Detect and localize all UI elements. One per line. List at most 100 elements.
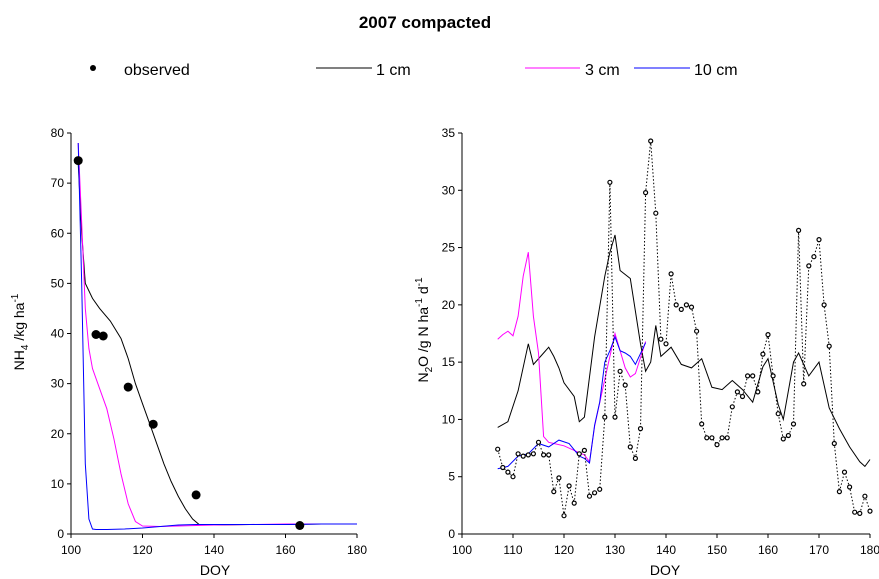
nh4-y-tick-label: 0 [57, 527, 64, 541]
n2o-observed-point [581, 447, 588, 453]
n2o-observed-point [775, 411, 781, 417]
n2o-x-tick-label: 180 [860, 543, 879, 557]
n2o-observed-point [637, 426, 644, 432]
nh4-x-tick-label: 180 [347, 543, 367, 557]
n2o-observed-point [801, 381, 807, 387]
n2o-observed-point [790, 421, 797, 427]
n2o-observed-point [495, 446, 501, 452]
n2o-y-tick-label: 20 [442, 298, 456, 312]
n2o-observed-point [571, 500, 577, 506]
n2o-observed-point [831, 440, 837, 447]
n2o-observed-point [658, 336, 664, 342]
n2o-observed-point [627, 444, 633, 450]
n2o-observed-point [724, 435, 730, 441]
n2o-observed-point [505, 469, 511, 475]
n2o-observed-point [719, 435, 725, 441]
n2o-observed-point [683, 302, 690, 308]
legend-observed-label: observed [124, 62, 190, 79]
n2o-x-tick-label: 100 [452, 543, 472, 557]
chart-title: 2007 compacted [359, 13, 491, 32]
n2o-series-1cm [497, 234, 871, 468]
n2o-observed-point [576, 451, 582, 457]
legend: observed 1 cm 3 cm 10 cm [90, 62, 738, 79]
n2o-y-tick-label: 0 [448, 527, 455, 541]
n2o-observed-point [668, 271, 674, 277]
n2o-observed-point [556, 475, 562, 481]
n2o-observed-point [622, 382, 628, 388]
n2o-observed-point [704, 435, 710, 441]
n2o-observed-point [510, 474, 516, 480]
n2o-observed-point [755, 389, 761, 395]
nh4-observed-point [123, 382, 133, 392]
n2o-observed-point [714, 442, 720, 448]
n2o-observed-point [734, 389, 741, 395]
n2o-observed-point [648, 138, 654, 144]
n2o-y-tick-label: 30 [442, 183, 456, 197]
nh4-y-axis-label: NH4 /kg ha-1 [10, 293, 31, 370]
n2o-observed-point [612, 414, 618, 420]
n2o-x-tick-label: 170 [809, 543, 829, 557]
nh4-x-tick-label: 120 [132, 543, 152, 557]
nh4-x-tick-label: 160 [275, 543, 295, 557]
n2o-chart: DOY N2O /g N ha-1 d-1 0 5 10 15 20 25 30 35 100 1… [414, 126, 879, 578]
n2o-observed-point [811, 254, 817, 260]
n2o-observed-point [795, 227, 802, 233]
nh4-y-tick-label: 80 [51, 126, 65, 140]
n2o-observed-point [699, 421, 705, 427]
n2o-observed-point [653, 210, 659, 216]
nh4-observed-point [98, 331, 108, 341]
n2o-observed-point [535, 439, 542, 445]
nh4-y-tick-label: 50 [51, 276, 65, 290]
n2o-observed-point [551, 489, 557, 495]
n2o-observed-point [591, 490, 598, 496]
n2o-series-10cm [497, 335, 647, 470]
n2o-observed-point [841, 469, 848, 475]
nh4-y-tick-label: 10 [51, 477, 65, 491]
n2o-observed-point [525, 452, 531, 458]
n2o-observed-point [780, 436, 786, 442]
nh4-y-tick-label: 60 [51, 226, 65, 240]
n2o-observed-point [561, 513, 567, 519]
nh4-x-tick-label: 140 [204, 543, 224, 557]
nh4-y-tick-label: 70 [51, 176, 65, 190]
nh4-y-tick-label: 20 [51, 427, 65, 441]
n2o-x-tick-label: 110 [503, 543, 522, 557]
n2o-observed-point [597, 486, 603, 492]
n2o-x-tick-label: 140 [656, 543, 676, 557]
nh4-y-tick-label: 40 [51, 327, 65, 341]
n2o-observed-point [821, 302, 827, 308]
n2o-observed-point [530, 451, 537, 457]
n2o-observed-point [862, 493, 868, 499]
n2o-observed-point [566, 483, 572, 489]
legend-1cm-label: 1 cm [376, 62, 411, 79]
n2o-observed-point [750, 373, 756, 379]
n2o-observed-point [760, 351, 766, 357]
n2o-observed-point [678, 306, 684, 312]
n2o-observed-point [688, 304, 695, 310]
n2o-observed-point [867, 508, 873, 514]
n2o-observed-point [826, 343, 832, 349]
n2o-observed-point [607, 179, 613, 185]
n2o-observed-point [586, 493, 593, 499]
n2o-observed-point [852, 509, 858, 515]
n2o-x-tick-label: 120 [554, 543, 574, 557]
nh4-chart: DOY NH4 /kg ha-1 0 10 20 30 40 50 60 70 80 100 120… [10, 126, 367, 578]
n2o-observed-point [709, 435, 715, 441]
n2o-observed-point [540, 452, 547, 458]
n2o-observed-point [602, 414, 608, 420]
nh4-observed-point [91, 330, 101, 339]
n2o-y-axis-label: N2O /g N ha-1 d-1 [414, 277, 435, 383]
n2o-observed-point [642, 190, 649, 196]
n2o-x-axis-label: DOY [650, 562, 681, 578]
n2o-observed-point [729, 404, 735, 410]
nh4-x-tick-label: 100 [61, 543, 81, 557]
legend-3cm-label: 3 cm [585, 62, 620, 79]
legend-observed-marker [90, 65, 96, 71]
n2o-y-tick-label: 15 [442, 355, 456, 369]
n2o-observed-point [617, 368, 623, 374]
n2o-observed-point [816, 237, 822, 243]
nh4-observed-point [295, 521, 305, 530]
n2o-observed-point [663, 341, 669, 347]
nh4-series-10cm [77, 142, 357, 530]
